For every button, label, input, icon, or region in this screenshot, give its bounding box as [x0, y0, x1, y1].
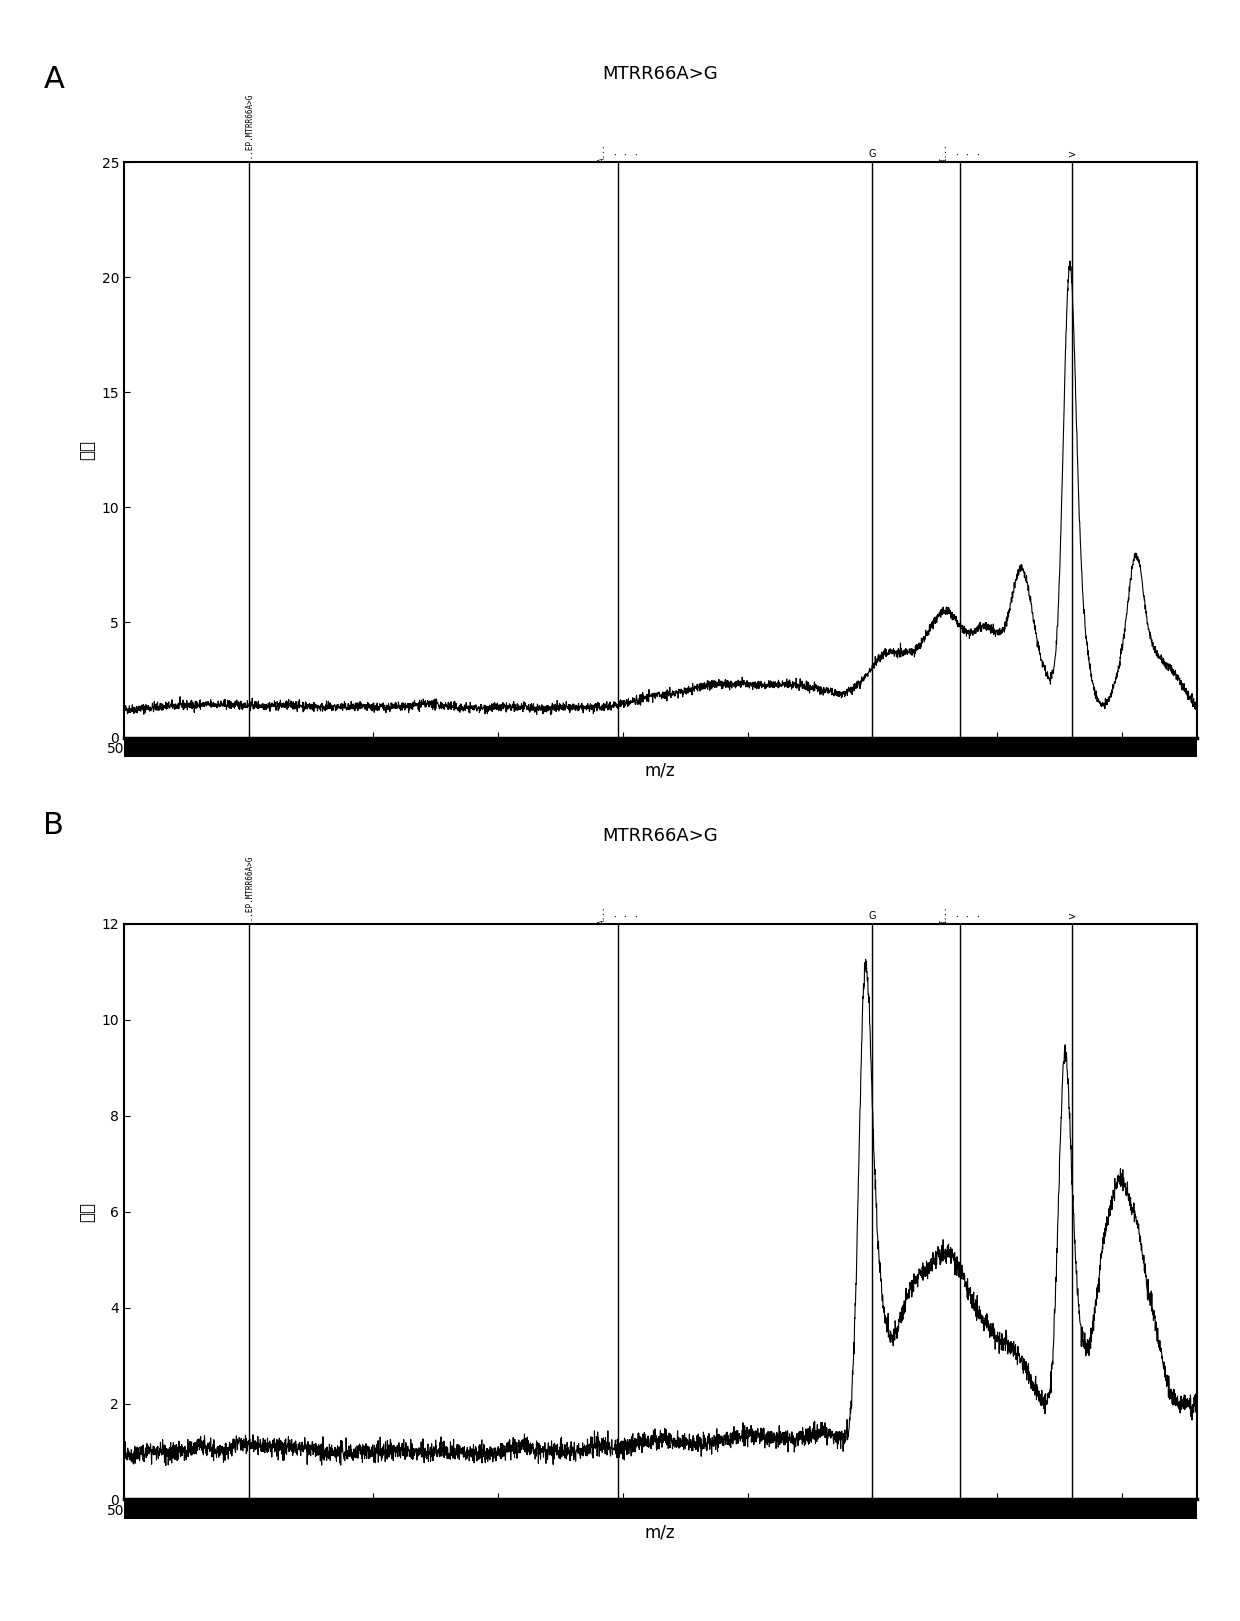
X-axis label: m/z: m/z	[645, 762, 676, 780]
Text: I...
.
.
.: I... . . .	[940, 906, 980, 924]
Text: A...
.
.
.: A... . . .	[598, 144, 639, 162]
Text: ...EP.MTRR66A>G: ...EP.MTRR66A>G	[244, 92, 253, 162]
Text: ...EP.MTRR66A>G: ...EP.MTRR66A>G	[244, 854, 253, 924]
Text: A: A	[43, 65, 64, 94]
Text: B: B	[43, 810, 64, 840]
Text: I...
.
.
.: I... . . .	[940, 144, 980, 162]
Y-axis label: 强度: 强度	[78, 1201, 95, 1222]
Text: A...
.
.
.: A... . . .	[598, 906, 639, 924]
Text: G: G	[868, 911, 877, 921]
Text: >: >	[1068, 911, 1076, 921]
X-axis label: m/z: m/z	[645, 1524, 676, 1542]
Title: MTRR66A>G: MTRR66A>G	[603, 827, 718, 845]
Text: >: >	[1068, 149, 1076, 159]
Title: MTRR66A>G: MTRR66A>G	[603, 65, 718, 83]
Text: G: G	[868, 149, 877, 159]
Y-axis label: 强度: 强度	[78, 439, 95, 460]
